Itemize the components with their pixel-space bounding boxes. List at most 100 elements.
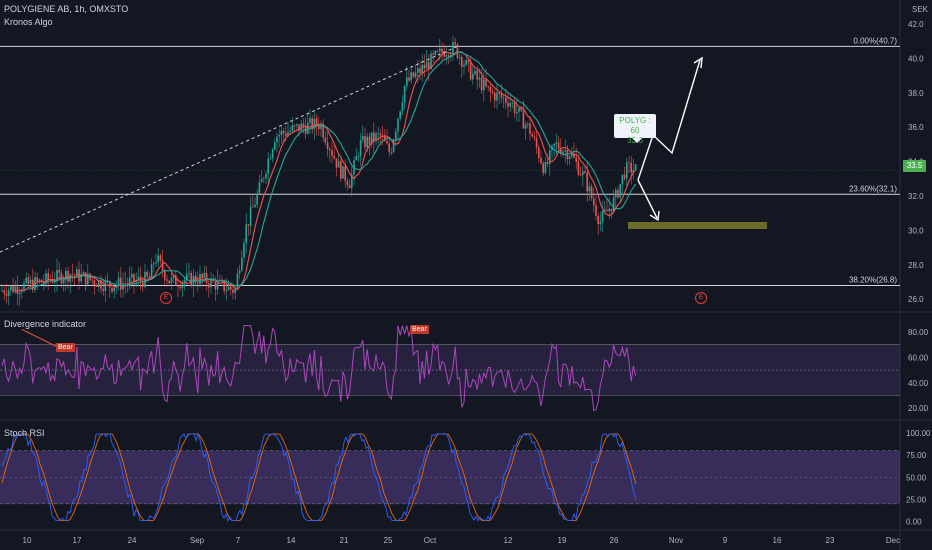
candle-body: [483, 79, 485, 91]
candle-body: [342, 166, 344, 179]
candle-body: [509, 103, 511, 107]
candle-body: [562, 151, 564, 154]
candle-body: [599, 221, 602, 225]
candle-body: [557, 142, 560, 149]
candle-body: [375, 133, 377, 142]
candle-body: [318, 125, 320, 130]
candle-body: [128, 277, 131, 284]
projection-down-arrow: [637, 179, 658, 219]
stoch-title[interactable]: Stoch RSI: [4, 428, 45, 438]
candle-body: [410, 72, 412, 81]
indicator-name[interactable]: Kronos Algo: [4, 17, 53, 27]
candle-body: [428, 61, 430, 70]
candle-body: [315, 118, 318, 126]
divergence-title[interactable]: Divergence indicator: [4, 319, 87, 329]
candle-body: [634, 164, 637, 171]
candle-body: [564, 150, 566, 152]
candle-body: [258, 182, 261, 194]
candle-body: [263, 178, 265, 180]
candle-body: [282, 130, 285, 134]
candle-body: [608, 208, 610, 212]
trend-drawings[interactable]: [0, 45, 767, 253]
candle-body: [269, 157, 272, 159]
candle-body: [95, 284, 98, 288]
candle-body: [604, 209, 606, 212]
bear-label-2: Bear: [410, 325, 429, 334]
candle-body: [113, 287, 115, 292]
candle-body: [12, 285, 14, 292]
candle-body: [304, 126, 307, 134]
candle-body: [249, 206, 252, 226]
candle-body: [238, 270, 241, 274]
target-zone: [628, 222, 767, 229]
current-price-tag: 33.5: [903, 160, 926, 172]
candle-body: [582, 171, 584, 175]
candle-body: [390, 152, 393, 153]
candle-body: [498, 92, 500, 94]
candle-body: [553, 143, 555, 146]
candle-body: [23, 282, 25, 291]
candle-body: [632, 170, 635, 173]
candle-body: [588, 186, 591, 192]
candle-body: [626, 162, 628, 179]
candle-body: [47, 273, 49, 280]
candle-body: [439, 48, 441, 52]
candle-body: [164, 270, 166, 280]
candle-body: [102, 288, 104, 292]
earnings-icon[interactable]: E: [160, 292, 172, 304]
callout-value: 33.6: [627, 136, 643, 145]
candle-body: [388, 143, 390, 153]
time-axis-label: 17: [73, 536, 82, 545]
candle-body: [133, 274, 135, 283]
candle-body: [337, 161, 340, 168]
candle-body: [419, 68, 421, 74]
candle-body: [296, 124, 298, 126]
candle-body: [368, 136, 371, 145]
candle-body: [542, 163, 544, 173]
candle-body: [623, 174, 626, 179]
divergence-axis-label: 40.00: [908, 379, 929, 388]
candle-body: [340, 161, 342, 179]
candle-body: [126, 283, 129, 285]
candle-body: [544, 162, 547, 173]
candle-body: [333, 155, 335, 159]
time-axis-label: Oct: [424, 536, 437, 545]
candle-body: [335, 158, 338, 168]
earnings-icon[interactable]: E: [695, 292, 707, 304]
candle-body: [21, 290, 23, 293]
time-axis-label: 23: [826, 536, 835, 545]
candle-body: [480, 77, 483, 91]
candle-body: [586, 172, 588, 192]
candle-body: [18, 292, 21, 294]
candle-body: [311, 118, 313, 130]
candle-body: [351, 174, 353, 189]
candle-body: [212, 278, 214, 282]
candle-body: [630, 162, 632, 173]
candle-body: [399, 111, 401, 119]
time-axis-label: Sep: [190, 536, 205, 545]
candle-body: [531, 133, 533, 137]
candle-body: [51, 279, 54, 283]
candle-body: [487, 85, 489, 88]
candle-body: [161, 260, 164, 271]
stoch-axis-label: 75.00: [906, 451, 927, 460]
candle-body: [76, 269, 78, 276]
stoch-axis-label: 0.00: [906, 518, 922, 527]
time-axis-label: 16: [773, 536, 782, 545]
symbol-title[interactable]: POLYGIENE AB, 1h, OMXSTO: [4, 4, 129, 14]
candle-body: [254, 204, 256, 207]
candle-body: [58, 269, 60, 273]
candle-body: [395, 131, 397, 141]
divergence-pane: [0, 325, 900, 412]
divergence-line: [1, 325, 637, 412]
candle-body: [359, 140, 362, 157]
candle-body: [511, 103, 514, 104]
stoch-axis-label: 50.00: [906, 473, 927, 482]
candle-body: [573, 153, 575, 158]
price-axis-label: 28.0: [908, 261, 924, 270]
candle-body: [610, 208, 613, 212]
candle-body: [461, 57, 463, 67]
candle-body: [370, 132, 373, 145]
candle-body: [502, 97, 505, 99]
